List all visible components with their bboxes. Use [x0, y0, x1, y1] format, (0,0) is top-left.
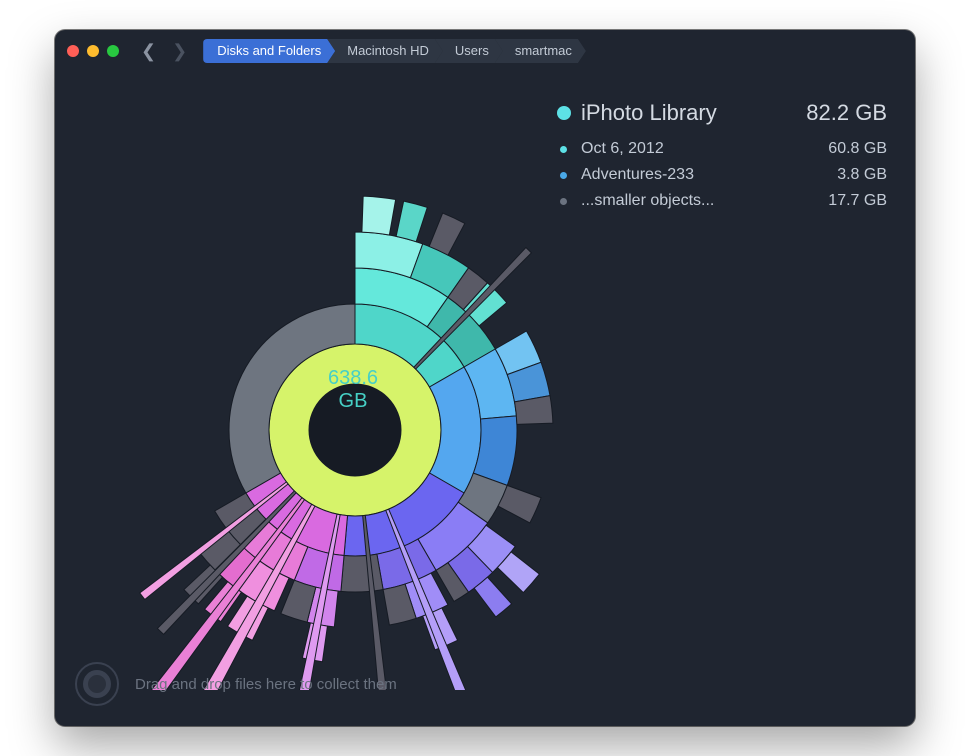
drop-zone[interactable]: Drag and drop files here to collect them	[75, 662, 397, 706]
breadcrumb-item[interactable]: Macintosh HD	[327, 39, 443, 63]
minimize-icon[interactable]	[87, 45, 99, 57]
row-size: 3.8 GB	[837, 162, 887, 188]
breadcrumb-item[interactable]: Users	[435, 39, 503, 63]
row-name: ...smaller objects...	[581, 188, 828, 214]
selection-title[interactable]: iPhoto Library	[581, 100, 806, 126]
app-window: ❮ ❯ Disks and FoldersMacintosh HDUserssm…	[55, 30, 915, 726]
selection-size: 82.2 GB	[806, 100, 887, 126]
selection-color-dot	[557, 106, 571, 120]
row-size: 60.8 GB	[828, 136, 887, 162]
drop-ring-icon	[75, 662, 119, 706]
drop-hint: Drag and drop files here to collect them	[135, 676, 397, 693]
breadcrumb-item[interactable]: Disks and Folders	[203, 39, 335, 63]
selection-row[interactable]: Oct 6, 201260.8 GB	[557, 136, 887, 162]
row-name: Adventures-233	[581, 162, 837, 188]
zoom-icon[interactable]	[107, 45, 119, 57]
sunburst-chart[interactable]: 638.6GB	[95, 170, 615, 690]
titlebar: ❮ ❯ Disks and FoldersMacintosh HDUserssm…	[55, 30, 915, 72]
nav-back-button[interactable]: ❮	[137, 41, 160, 62]
row-size: 17.7 GB	[828, 188, 887, 214]
row-color-dot	[560, 146, 567, 153]
breadcrumb: Disks and FoldersMacintosh HDUserssmartm…	[211, 39, 586, 63]
nav-forward-button[interactable]: ❯	[168, 41, 191, 62]
breadcrumb-item[interactable]: smartmac	[495, 39, 586, 63]
traffic-lights	[67, 45, 119, 57]
close-icon[interactable]	[67, 45, 79, 57]
row-name: Oct 6, 2012	[581, 136, 828, 162]
